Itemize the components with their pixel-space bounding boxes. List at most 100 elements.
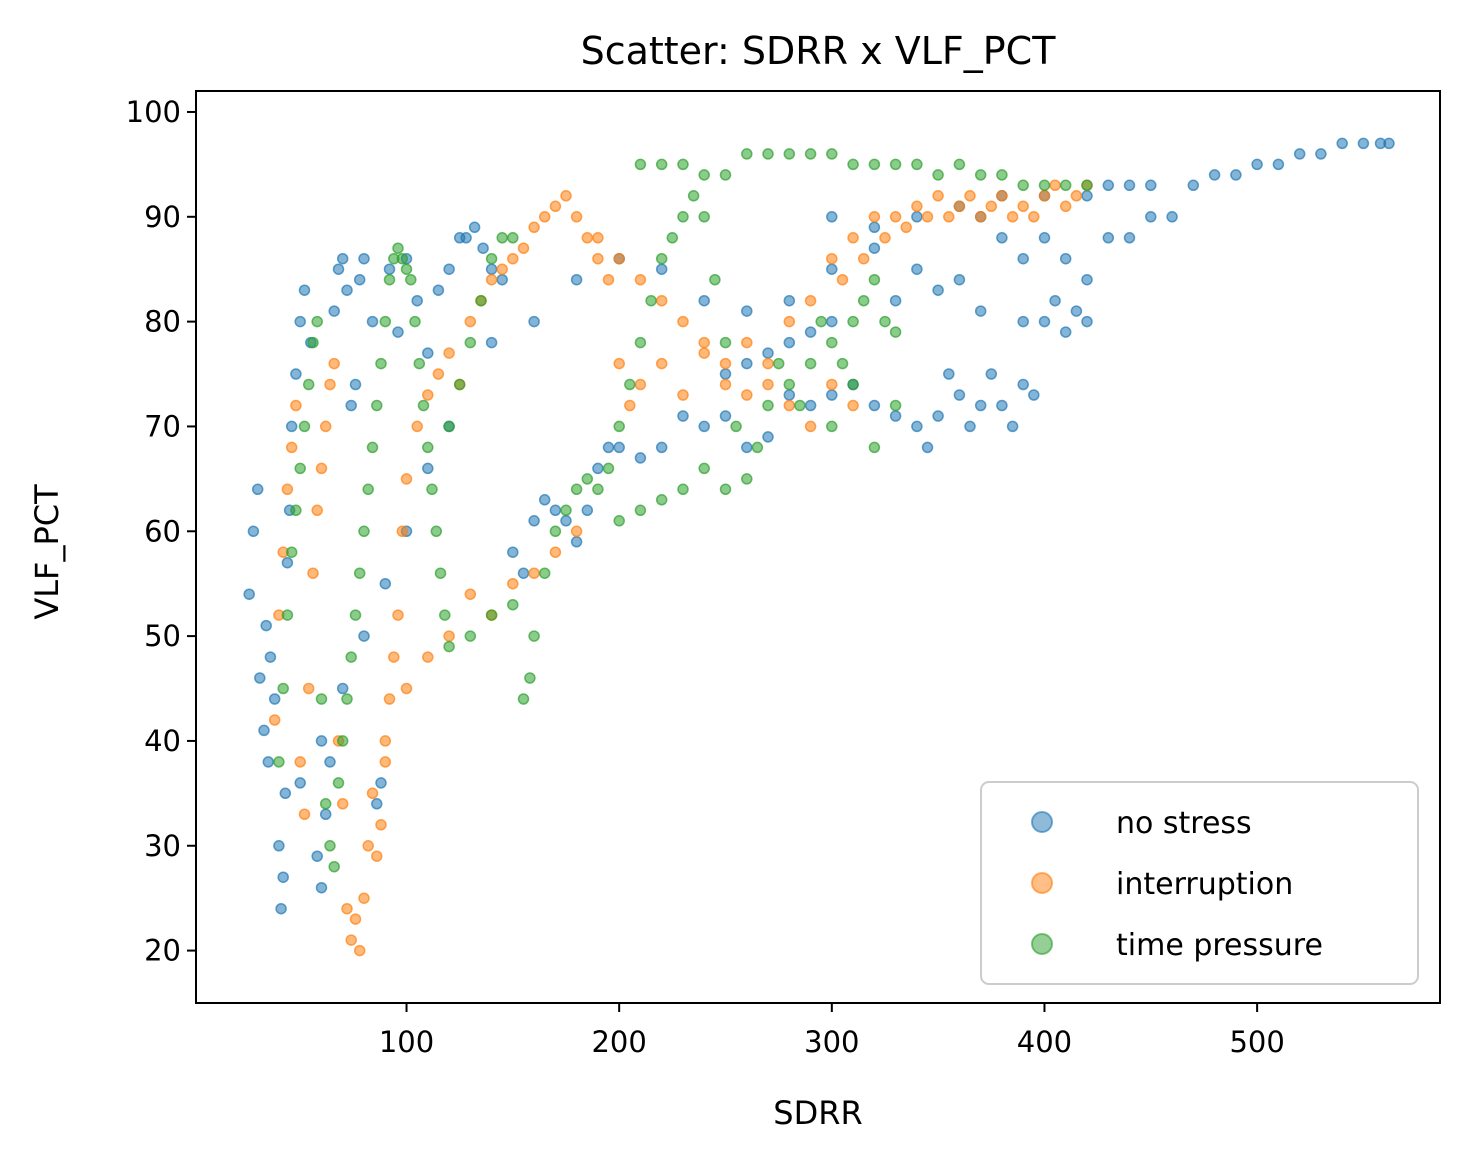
point-interruption	[549, 200, 562, 213]
point-interruption	[868, 211, 881, 223]
point-interruption	[328, 357, 340, 370]
point-no-stress	[826, 211, 838, 223]
point-interruption	[341, 902, 353, 915]
point-interruption	[613, 357, 625, 370]
point-no-stress	[1081, 273, 1093, 286]
point-no-stress	[422, 462, 434, 475]
point-time-pressure	[426, 483, 438, 496]
point-no-stress	[953, 389, 966, 401]
point-time-pressure	[613, 420, 625, 433]
point-no-stress	[698, 420, 710, 433]
point-time-pressure	[634, 158, 647, 171]
legend-label-no-stress: no stress	[1116, 806, 1252, 841]
point-interruption	[315, 462, 328, 475]
point-no-stress	[698, 294, 710, 307]
point-interruption	[719, 357, 732, 370]
point-time-pressure	[405, 273, 417, 286]
y-tick-label: 90	[144, 200, 181, 234]
point-no-stress	[613, 441, 625, 454]
point-time-pressure	[319, 798, 332, 810]
point-time-pressure	[677, 211, 689, 223]
point-interruption	[1028, 211, 1040, 223]
point-no-stress	[298, 284, 311, 296]
point-time-pressure	[677, 483, 689, 496]
point-interruption	[375, 819, 387, 831]
point-interruption	[783, 399, 796, 412]
point-no-stress	[285, 420, 298, 433]
point-time-pressure	[345, 651, 357, 663]
point-time-pressure	[868, 158, 881, 171]
point-time-pressure	[847, 378, 859, 391]
point-no-stress	[443, 263, 455, 275]
point-no-stress	[247, 525, 260, 538]
point-time-pressure	[409, 315, 421, 328]
point-interruption	[911, 200, 923, 213]
point-interruption	[298, 808, 311, 821]
point-no-stress	[345, 399, 357, 412]
point-interruption	[485, 273, 498, 286]
point-time-pressure	[730, 420, 742, 433]
point-time-pressure	[285, 546, 298, 558]
point-interruption	[336, 798, 349, 810]
point-interruption	[379, 756, 392, 768]
point-time-pressure	[751, 441, 764, 454]
legend: no stress interruption time pressure	[980, 781, 1419, 985]
point-no-stress	[1017, 252, 1029, 265]
point-time-pressure	[560, 504, 572, 517]
point-no-stress	[741, 357, 753, 370]
point-interruption	[900, 221, 912, 234]
point-time-pressure	[655, 494, 668, 506]
point-no-stress	[260, 619, 272, 632]
point-interruption	[366, 787, 379, 800]
point-time-pressure	[328, 860, 340, 873]
point-no-stress	[1230, 169, 1242, 181]
point-interruption	[1017, 200, 1029, 213]
point-time-pressure	[1017, 179, 1029, 192]
point-interruption	[411, 420, 423, 433]
point-no-stress	[290, 368, 302, 380]
point-time-pressure	[538, 567, 551, 579]
y-tick-label: 30	[144, 829, 181, 863]
point-no-stress	[315, 881, 328, 894]
point-time-pressure	[645, 294, 657, 307]
series-interruption	[268, 179, 1093, 957]
point-no-stress	[528, 515, 540, 527]
point-time-pressure	[517, 693, 530, 705]
point-time-pressure	[974, 169, 987, 181]
point-no-stress	[460, 232, 472, 244]
point-time-pressure	[804, 148, 817, 160]
y-axis-ticks: 20 30 40 50 60 70 80 90 100	[126, 95, 196, 968]
point-no-stress	[1357, 137, 1370, 150]
point-time-pressure	[847, 315, 859, 328]
point-time-pressure	[741, 473, 753, 485]
point-no-stress	[889, 410, 902, 422]
point-interruption	[677, 389, 689, 401]
point-time-pressure	[634, 336, 647, 349]
point-no-stress	[383, 263, 396, 275]
point-interruption	[847, 232, 859, 244]
point-interruption	[943, 211, 955, 223]
point-interruption	[281, 483, 294, 496]
point-interruption	[400, 473, 413, 485]
point-no-stress	[411, 294, 423, 307]
point-time-pressure	[698, 462, 710, 475]
point-no-stress	[1059, 252, 1072, 265]
point-interruption	[432, 368, 445, 380]
chart-title: Scatter: SDRR x VLF_PCT	[581, 29, 1057, 73]
point-interruption	[528, 221, 540, 234]
point-no-stress	[1081, 190, 1093, 202]
point-time-pressure	[302, 378, 315, 391]
point-no-stress	[826, 263, 838, 275]
point-no-stress	[889, 294, 902, 307]
point-interruption	[268, 714, 281, 726]
point-no-stress	[974, 399, 987, 412]
point-time-pressure	[741, 148, 753, 160]
point-no-stress	[251, 483, 264, 496]
point-time-pressure	[434, 567, 447, 579]
point-interruption	[570, 211, 583, 223]
x-tick-label: 300	[804, 1025, 859, 1059]
point-time-pressure	[430, 525, 443, 538]
point-no-stress	[254, 672, 266, 684]
point-no-stress	[1102, 179, 1115, 192]
point-interruption	[379, 735, 392, 747]
